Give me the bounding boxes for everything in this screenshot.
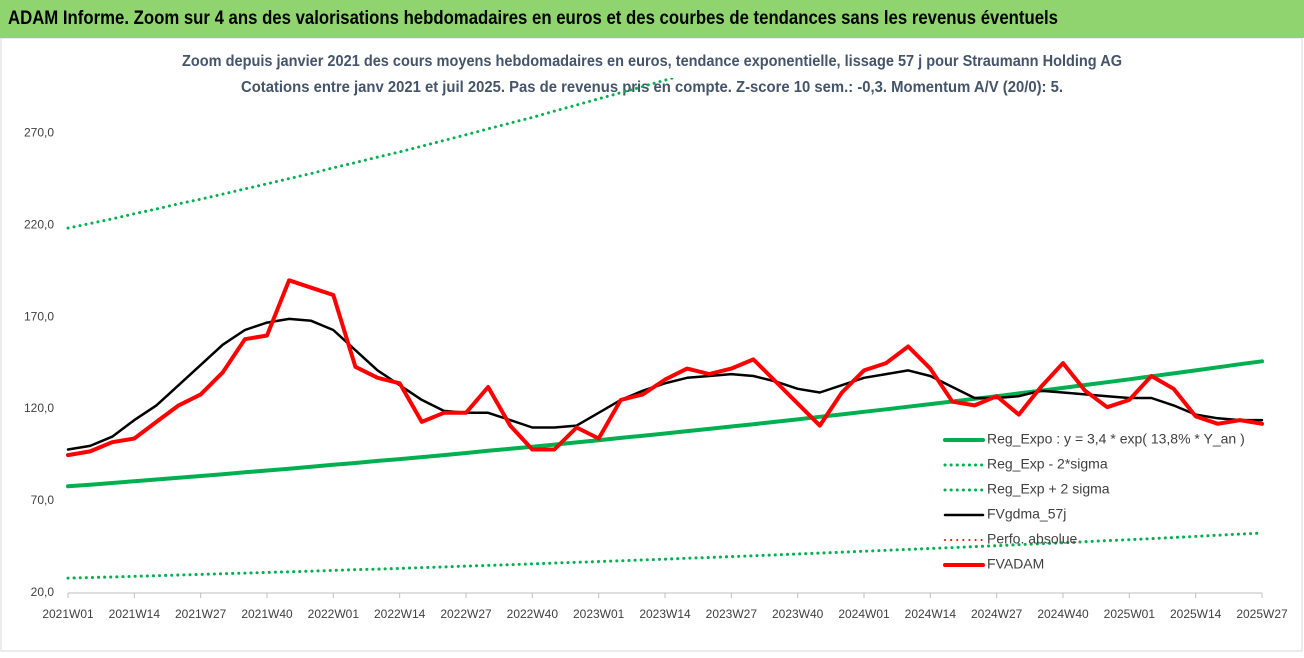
x-tick-label: 2025W01 <box>1104 607 1156 621</box>
y-tick-label: 170,0 <box>24 309 54 323</box>
x-tick-label: 2021W40 <box>241 607 293 621</box>
x-tick-label: 2021W14 <box>109 607 161 621</box>
x-tick-label: 2024W14 <box>905 607 957 621</box>
series-line <box>66 531 1264 580</box>
y-tick-label: 120,0 <box>24 401 54 415</box>
legend-label: Reg_Exp + 2 sigma <box>987 481 1110 497</box>
x-tick-label: 2023W40 <box>772 607 824 621</box>
x-tick-label: 2023W01 <box>573 607 625 621</box>
x-tick-label: 2022W14 <box>374 607 426 621</box>
x-tick-label: 2023W14 <box>639 607 691 621</box>
legend-label: FVADAM <box>987 556 1044 572</box>
x-tick-label: 2024W40 <box>1037 607 1089 621</box>
x-tick-label: 2021W01 <box>42 607 94 621</box>
series-line <box>66 359 1264 489</box>
series-line <box>66 278 1264 458</box>
y-tick-label: 220,0 <box>24 217 54 231</box>
x-tick-label: 2025W27 <box>1236 607 1288 621</box>
legend-label: Perfo. absolue <box>987 531 1077 547</box>
x-tick-label: 2024W27 <box>971 607 1023 621</box>
legend-label: Reg_Expo : y = 3,4 * exp( 13,8% * Y_an ) <box>987 431 1245 447</box>
y-tick-label: 70,0 <box>31 493 55 507</box>
chart-frame <box>0 37 1303 652</box>
x-tick-label: 2022W40 <box>507 607 559 621</box>
x-tick-label: 2024W01 <box>838 607 890 621</box>
chart-title: Zoom depuis janvier 2021 des cours moyen… <box>182 53 1122 70</box>
x-tick-label: 2025W14 <box>1170 607 1222 621</box>
series-line <box>66 317 1264 451</box>
x-tick-label: 2021W27 <box>175 607 227 621</box>
series-line <box>66 78 678 230</box>
y-tick-label: 20,0 <box>31 585 55 599</box>
header-bar <box>0 0 1304 38</box>
legend-label: FVgdma_57j <box>987 506 1066 522</box>
y-tick-label: 270,0 <box>24 125 54 139</box>
header-title: ADAM Informe. Zoom sur 4 ans des valoris… <box>8 8 1058 29</box>
x-tick-label: 2022W01 <box>308 607 360 621</box>
x-tick-label: 2022W27 <box>440 607 492 621</box>
x-tick-label: 2023W27 <box>706 607 758 621</box>
chart-subtitle: Cotations entre janv 2021 et juil 2025. … <box>241 79 1063 96</box>
legend-label: Reg_Exp - 2*sigma <box>987 456 1108 472</box>
plot-area <box>66 78 1264 580</box>
